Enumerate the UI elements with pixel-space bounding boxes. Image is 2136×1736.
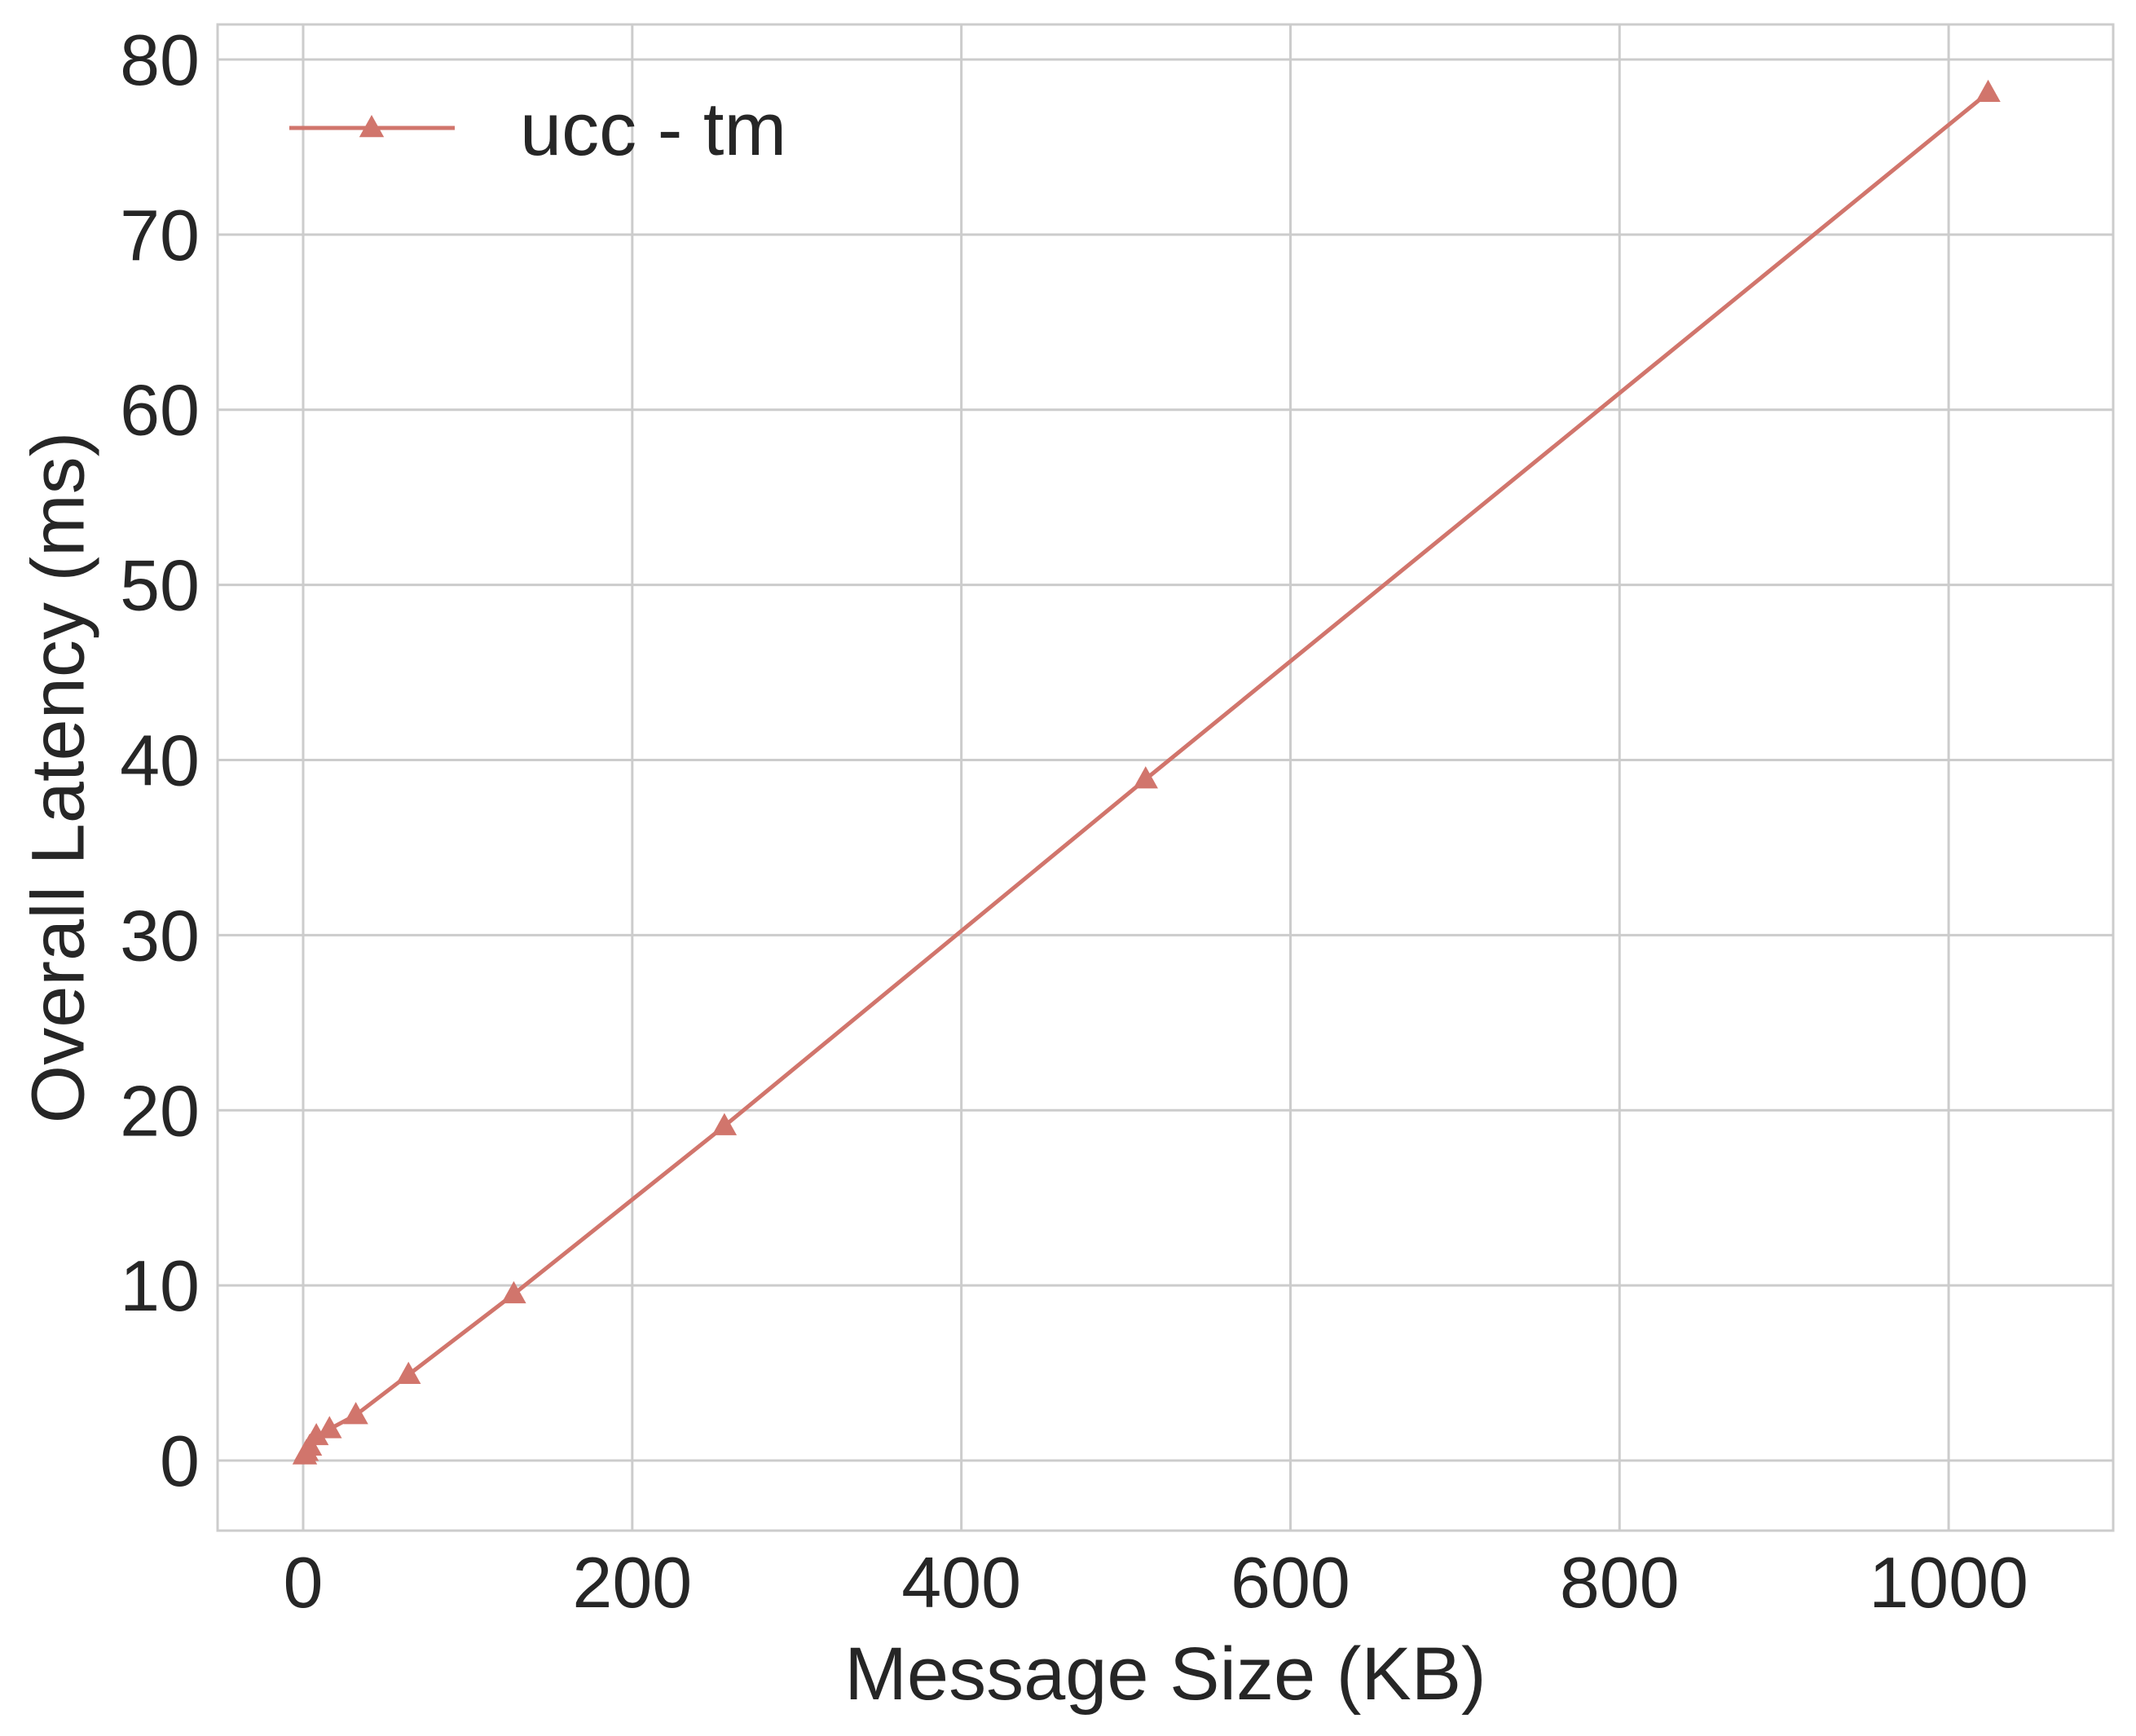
y-tick-label: 50 xyxy=(120,545,200,626)
x-tick-label: 200 xyxy=(572,1542,692,1623)
plot-frame xyxy=(216,23,2115,1532)
y-tick-label: 70 xyxy=(120,195,200,275)
data-point-marker xyxy=(501,1280,526,1304)
y-tick-label: 30 xyxy=(120,895,200,976)
x-tick-label: 800 xyxy=(1560,1542,1680,1623)
data-point-marker xyxy=(1133,766,1158,789)
legend: ucc - tm xyxy=(289,88,786,171)
legend-triangle-marker-icon xyxy=(359,115,385,138)
x-tick-label: 600 xyxy=(1231,1542,1350,1623)
y-tick-label: 60 xyxy=(120,370,200,451)
x-axis-title: Message Size (KB) xyxy=(844,1632,1486,1716)
legend-label: ucc - tm xyxy=(520,88,786,171)
data-point-marker xyxy=(303,1422,329,1446)
y-tick-label: 80 xyxy=(120,20,200,100)
data-point-marker xyxy=(1975,79,2001,103)
grid-lines xyxy=(218,24,2113,1531)
y-tick-label: 10 xyxy=(120,1245,200,1326)
x-tick-label: 400 xyxy=(901,1542,1021,1623)
y-axis-title: Overall Latency (ms) xyxy=(16,432,99,1124)
data-point-marker xyxy=(343,1402,368,1425)
x-tick-label: 0 xyxy=(284,1542,324,1623)
y-tick-label: 0 xyxy=(160,1421,200,1501)
y-tick-label: 40 xyxy=(120,720,200,801)
data-point-marker xyxy=(396,1361,421,1384)
series-layer xyxy=(292,79,2001,1465)
data-point-marker xyxy=(711,1113,738,1135)
x-tick-label: 1000 xyxy=(1869,1542,2028,1623)
y-tick-label: 20 xyxy=(120,1070,200,1151)
tick-labels: 0 200 400 600 800 1000 0 10 20 30 40 50 60 70 80 xyxy=(120,20,2028,1623)
data-point-marker xyxy=(317,1416,342,1439)
